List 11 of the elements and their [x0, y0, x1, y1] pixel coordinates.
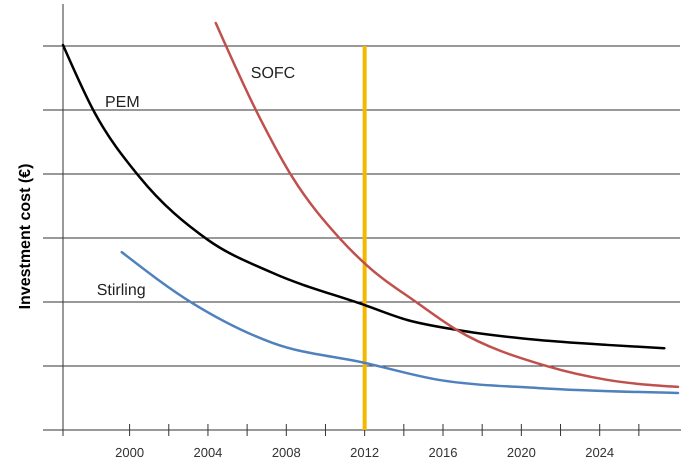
x-tick-label: 2012 [350, 445, 380, 460]
x-tick-label: 2004 [193, 445, 222, 460]
x-tick-label: 2024 [585, 445, 614, 460]
x-tick-label: 2016 [428, 445, 458, 460]
series-label: PEM [105, 94, 140, 111]
series-label: SOFC [250, 65, 296, 82]
x-tick-label: 2008 [272, 445, 301, 460]
y-axis-title: Investment cost (€) [17, 164, 34, 310]
series-label: Stirling [96, 282, 146, 300]
x-tick-label: 2000 [115, 445, 144, 460]
x-tick-label: 2020 [506, 445, 536, 460]
